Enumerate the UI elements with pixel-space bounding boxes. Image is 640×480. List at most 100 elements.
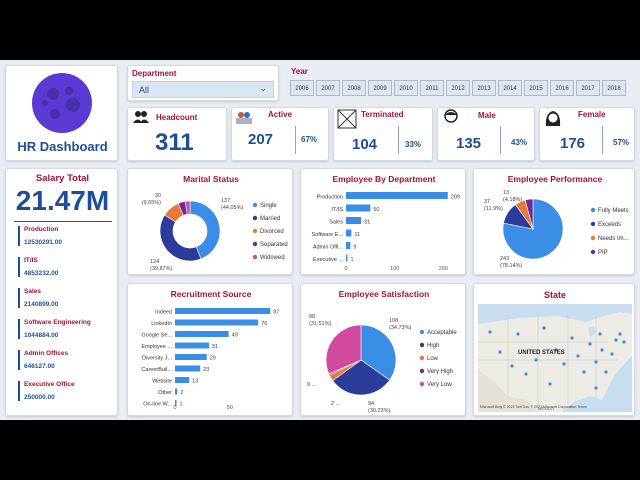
legend-item[interactable]: Fully Meets xyxy=(598,208,629,214)
data-label-pct: (44.05%) xyxy=(221,205,243,211)
bar[interactable] xyxy=(175,377,190,383)
recruitment-card: Recruitment Source Indeed 87 LinkedIn 76 Goog… xyxy=(127,283,293,416)
recruitment-chart: Recruitment Source Indeed 87 LinkedIn 76 Goog… xyxy=(141,289,279,411)
legend-item[interactable]: Married xyxy=(260,216,280,222)
chevron-down-icon: ⌄ xyxy=(259,83,267,93)
people-icon xyxy=(133,111,149,123)
pie-slice-widowed[interactable] xyxy=(184,200,191,215)
male-label: Male xyxy=(478,111,496,120)
department-label: Department xyxy=(132,69,177,78)
legend-item[interactable]: Single xyxy=(260,203,277,209)
year-button-2014[interactable]: 2014 xyxy=(498,80,522,96)
legend-item[interactable]: Exceeds xyxy=(598,222,621,228)
bar[interactable] xyxy=(346,204,371,212)
kpi-male: Male 135 43% xyxy=(437,107,535,161)
bar-value-label: 13 xyxy=(192,379,198,385)
category-label: Software E... xyxy=(312,232,344,238)
bar[interactable] xyxy=(175,388,178,395)
legend-item[interactable]: Very High xyxy=(427,369,453,375)
category-label: Admin Offi... xyxy=(313,245,344,251)
year-button-2010[interactable]: 2010 xyxy=(394,80,418,96)
data-label-pct: (39.87%) xyxy=(150,266,172,272)
legend-marker xyxy=(590,207,596,213)
bar[interactable] xyxy=(175,308,271,314)
salary-item: Executive Office 250000.00 xyxy=(18,381,116,401)
legend-item[interactable]: Needs Im... xyxy=(598,236,629,242)
bar[interactable] xyxy=(346,229,352,237)
bar[interactable] xyxy=(346,254,348,262)
chart-title: Employee Satisfaction xyxy=(339,289,430,299)
terminated-value: 104 xyxy=(352,136,378,153)
bar-value-label: 31 xyxy=(212,344,218,350)
category-label: CareerBuil... xyxy=(141,367,172,373)
chart-title: Employee Performance xyxy=(508,174,603,184)
pie-slice-pip[interactable] xyxy=(524,198,534,230)
legend-item[interactable]: Separated xyxy=(260,242,288,248)
pie-slice-single[interactable] xyxy=(189,200,221,260)
pie-slice-acceptable[interactable] xyxy=(360,324,397,381)
year-button-2009[interactable]: 2009 xyxy=(368,80,392,96)
bar-value-label: 2 xyxy=(180,390,183,396)
female-icon xyxy=(545,111,561,126)
marital-status-chart: Marital Status 137(44.05%) 124(39.87%) 30(9… xyxy=(142,174,288,272)
salary-item-name: Production xyxy=(24,226,59,233)
pie-slice-married[interactable] xyxy=(159,214,202,262)
bar[interactable] xyxy=(175,365,201,372)
legend-item[interactable]: Widowed xyxy=(260,255,285,261)
salary-item: Admin Offices 646127.00 xyxy=(18,350,116,370)
salary-title: Salary Total xyxy=(35,173,90,184)
bar[interactable] xyxy=(175,354,207,360)
salary-item: Production 12530291.00 xyxy=(18,226,116,246)
salary-item: IT/IS 4853232.00 xyxy=(18,257,116,277)
legend-item[interactable]: Acceptable xyxy=(427,330,457,336)
year-button-2012[interactable]: 2012 xyxy=(446,80,470,96)
bar[interactable] xyxy=(346,242,351,249)
data-label-pct: (11.9%) xyxy=(484,206,503,212)
bar-value-label: 29 xyxy=(210,356,216,362)
legend-marker xyxy=(590,221,596,227)
data-label: 108 xyxy=(389,318,398,324)
terminated-pct: 33% xyxy=(405,140,422,149)
year-button-2017[interactable]: 2017 xyxy=(576,80,600,96)
legend-marker xyxy=(252,202,258,208)
bar[interactable] xyxy=(175,400,177,406)
year-button-2013[interactable]: 2013 xyxy=(472,80,496,96)
category-label: Sales xyxy=(329,220,343,226)
legend-item[interactable]: High xyxy=(427,343,439,349)
year-button-2016[interactable]: 2016 xyxy=(550,80,574,96)
pie-slice-very-low[interactable] xyxy=(325,324,362,375)
male-pct: 43% xyxy=(511,138,528,147)
legend-item[interactable]: Divorced xyxy=(260,229,284,235)
active-pct: 67% xyxy=(301,135,318,144)
legend-item[interactable]: PIP xyxy=(598,250,608,256)
legend-item[interactable]: Low xyxy=(427,356,439,362)
pie-slice-high[interactable] xyxy=(332,359,391,396)
x-tick-label: 0 xyxy=(173,405,176,411)
us-map[interactable]: UNITED STATES MEXICO Microsoft Bing © 20… xyxy=(478,304,632,412)
year-button-2011[interactable]: 2011 xyxy=(420,80,444,96)
legend-marker xyxy=(419,368,425,374)
bar[interactable] xyxy=(346,217,362,224)
department-dropdown[interactable]: All ⌄ xyxy=(132,81,274,98)
salary-item-name: Software Engineering xyxy=(24,319,91,326)
kpi-headcount: Headcount 311 xyxy=(127,107,227,161)
headcount-value: 311 xyxy=(155,129,194,156)
year-button-2015[interactable]: 2015 xyxy=(524,80,548,96)
year-button-2007[interactable]: 2007 xyxy=(316,80,340,96)
bar[interactable] xyxy=(175,319,259,326)
legend-item[interactable]: Very Low xyxy=(427,382,452,388)
category-label: Website xyxy=(152,379,172,385)
department-card: Employee By Department Production 209 IT/IS… xyxy=(300,168,466,275)
bar[interactable] xyxy=(175,342,209,349)
bar-value-label: 209 xyxy=(451,195,460,201)
male-icon xyxy=(444,109,458,123)
chart-title: Employee By Department xyxy=(333,174,436,184)
year-button-2018[interactable]: 2018 xyxy=(602,80,626,96)
bar[interactable] xyxy=(175,331,229,337)
bar[interactable] xyxy=(346,192,448,199)
year-button-2006[interactable]: 2006 xyxy=(290,80,314,96)
state-map-card: State UNITED STATES M xyxy=(473,283,635,416)
satisfaction-chart: Employee Satisfaction 108(34.73%) 94(30.23… xyxy=(307,289,457,414)
year-button-2008[interactable]: 2008 xyxy=(342,80,366,96)
satisfaction-card: Employee Satisfaction 108 (34.73%) 94 (30.23… xyxy=(300,283,466,416)
